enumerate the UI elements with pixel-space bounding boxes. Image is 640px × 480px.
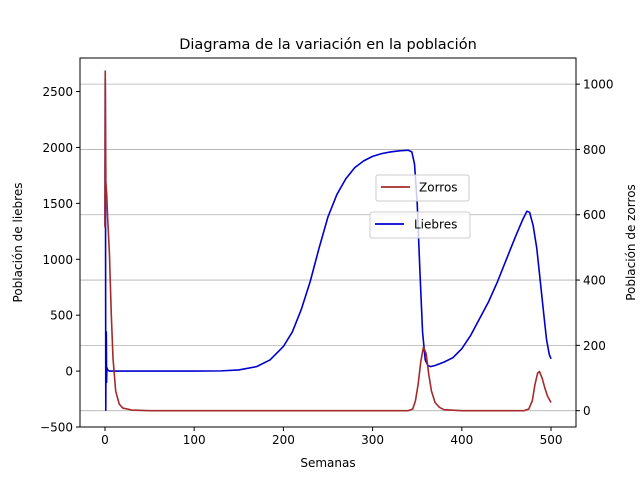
legend-zorros: Zorros — [375, 174, 470, 202]
legend-liebres-label: Liebres — [414, 218, 457, 232]
plot-frame — [79, 57, 577, 428]
x-tick-label: 300 — [361, 433, 384, 447]
x-tick-label: 0 — [101, 433, 109, 447]
right-y-axis-title: Población de zorros — [624, 184, 638, 301]
plot-series — [104, 70, 552, 412]
left-y-tick-label: 1000 — [42, 253, 73, 267]
right-y-tick-label: 200 — [583, 339, 606, 353]
left-y-tick-label: 500 — [50, 309, 73, 323]
legend-zorros-box — [375, 174, 470, 202]
chart-title: Diagrama de la variación en la población — [179, 37, 477, 53]
left-y-tick-label: 1500 — [42, 197, 73, 211]
left-y-axis-title: Población de liebres — [11, 183, 25, 303]
x-tick-label: 400 — [450, 433, 473, 447]
legend-zorros-label: Zorros — [419, 181, 458, 195]
legend-liebres-box — [369, 211, 471, 239]
x-tick-label: 100 — [183, 433, 206, 447]
right-y-tick-label: 600 — [583, 208, 606, 222]
x-tick-label: 500 — [540, 433, 563, 447]
x-tick-label: 200 — [272, 433, 295, 447]
right-y-tick-label: 1000 — [583, 78, 614, 92]
axes: 0 100 200 300 400 500−50005001000150020002500… — [40, 78, 614, 447]
right-y-tick-label: 0 — [583, 404, 591, 418]
legend-liebres: Liebres — [369, 211, 471, 239]
x-axis-title: Semanas — [300, 456, 355, 470]
left-y-tick-label: −500 — [40, 421, 73, 435]
right-y-tick-label: 800 — [583, 143, 606, 157]
left-y-tick-label: 2000 — [42, 141, 73, 155]
series-line-liebres — [104, 77, 552, 412]
left-y-tick-label: 2500 — [42, 85, 73, 99]
left-y-tick-label: 0 — [65, 365, 73, 379]
series-line-zorros — [104, 70, 552, 412]
right-y-tick-label: 400 — [583, 274, 606, 288]
